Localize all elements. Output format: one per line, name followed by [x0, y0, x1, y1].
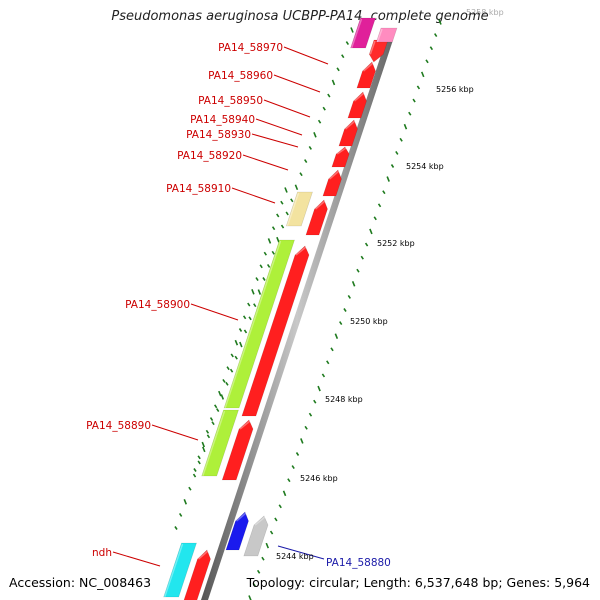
gene-pale-yellow — [285, 191, 313, 227]
kbp-tick: 5258 kbp — [466, 8, 504, 17]
leader-line — [255, 118, 303, 136]
leader-line — [273, 74, 321, 93]
svg-text:5254 kbp: 5254 kbp — [406, 162, 444, 171]
kbp-tick: 5254 kbp — [406, 162, 444, 171]
gene-red-58960 — [356, 61, 376, 89]
kbp-tick: 5256 kbp — [436, 85, 474, 94]
gene-red-58920 — [322, 169, 342, 197]
gene-label: PA14_58960 — [208, 70, 273, 82]
gene-pink — [375, 27, 398, 43]
accession-text: Accession: NC_008463 — [9, 575, 152, 590]
gene-red-58930 — [331, 146, 350, 168]
gene-green-58890 — [201, 409, 239, 477]
gene-features — [163, 17, 398, 600]
leader-line — [112, 551, 161, 567]
gene-green-58900 — [223, 239, 295, 409]
kbp-tick: 5252 kbp — [377, 239, 415, 248]
dotted-guide-lines — [174, 19, 442, 600]
svg-text:5248 kbp: 5248 kbp — [325, 395, 363, 404]
leader-line — [251, 133, 299, 148]
leader-line — [190, 303, 239, 321]
leader-line — [231, 187, 276, 204]
inner-dotted-line — [174, 27, 354, 530]
topology-text: Topology: circular; Length: 6,537,648 bp… — [246, 575, 590, 590]
gene-cyan — [163, 542, 197, 598]
svg-text:5244 kbp: 5244 kbp — [276, 552, 314, 561]
gene-label: PA14_58900 — [125, 299, 190, 311]
gene-label: PA14_58940 — [190, 114, 255, 126]
label-leader-lines — [112, 46, 329, 567]
gene-red-58910 — [305, 199, 328, 236]
gene-label: PA14_58920 — [177, 150, 242, 162]
svg-text:5250 kbp: 5250 kbp — [350, 317, 388, 326]
gene-red-58890 — [221, 419, 254, 481]
kbp-tick: 5244 kbp — [276, 552, 314, 561]
outer-dotted-line — [248, 19, 442, 600]
gene-red-58950 — [347, 91, 367, 119]
inner-dotted-line-2 — [193, 187, 288, 472]
leader-line — [283, 46, 329, 65]
gene-red-58940 — [338, 119, 358, 147]
svg-text:5256 kbp: 5256 kbp — [436, 85, 474, 94]
leader-line — [277, 545, 325, 560]
gene-labels: PA14_58970 PA14_58960 PA14_58950 PA14_58940… — [86, 42, 391, 569]
gene-label: ndh — [92, 547, 112, 559]
kbp-tick: 5246 kbp — [300, 474, 338, 483]
leader-line — [263, 99, 311, 118]
leader-line — [242, 154, 289, 171]
gene-label: PA14_58970 — [218, 42, 283, 54]
genome-title: Pseudomonas aeruginosa UCBPP-PA14, compl… — [111, 9, 489, 24]
gene-red-ndh — [183, 549, 211, 600]
gene-blue-58880 — [225, 511, 249, 551]
leader-line — [151, 424, 199, 441]
svg-text:5252 kbp: 5252 kbp — [377, 239, 415, 248]
gene-label: PA14_58950 — [198, 95, 263, 107]
gene-label: PA14_58930 — [186, 129, 251, 141]
gene-red-58970 — [368, 39, 389, 63]
genome-backbone — [201, 40, 393, 600]
gene-label: PA14_58880 — [326, 557, 391, 569]
svg-text:5258 kbp: 5258 kbp — [466, 8, 504, 17]
kbp-ticks: 5244 kbp 5246 kbp 5248 kbp 5250 kbp 5252 kbp… — [276, 8, 504, 561]
svg-text:5246 kbp: 5246 kbp — [300, 474, 338, 483]
gene-label: PA14_58890 — [86, 420, 151, 432]
kbp-tick: 5248 kbp — [325, 395, 363, 404]
gene-red-58900 — [241, 245, 310, 417]
gene-magenta — [350, 17, 376, 49]
gene-label: PA14_58910 — [166, 183, 231, 195]
gene-gray — [243, 515, 269, 557]
kbp-tick: 5250 kbp — [350, 317, 388, 326]
